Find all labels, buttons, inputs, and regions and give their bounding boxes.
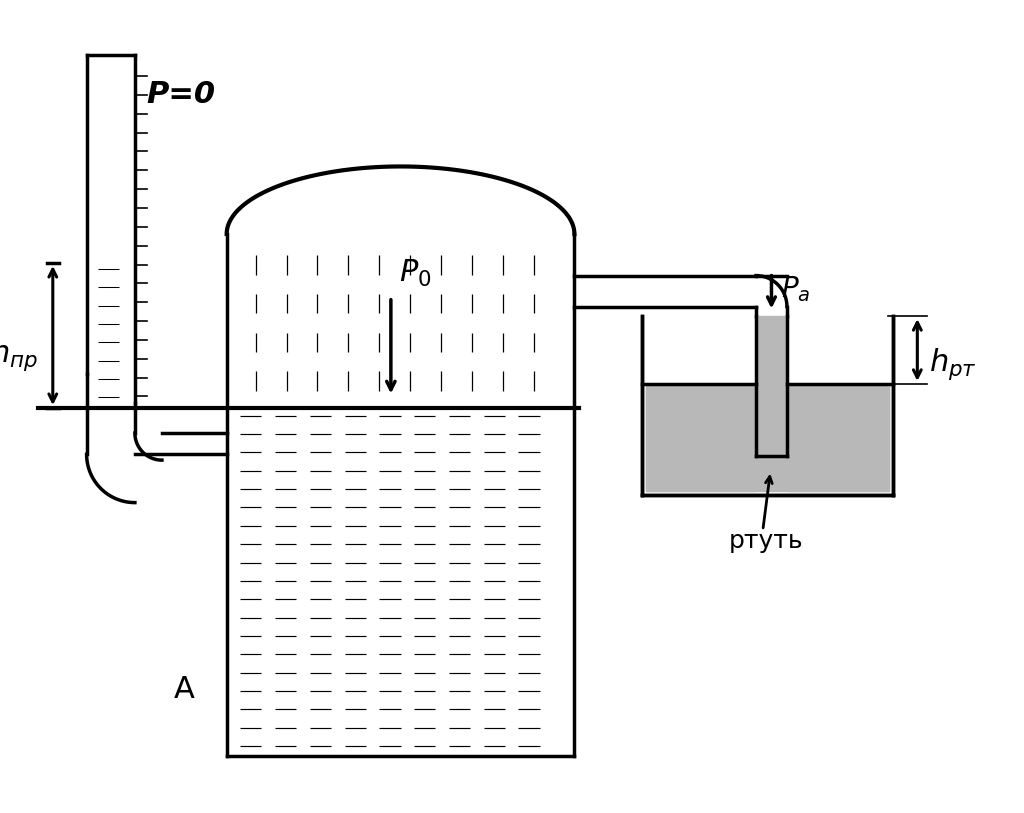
Polygon shape xyxy=(646,384,889,491)
Text: P=0: P=0 xyxy=(146,80,216,108)
Polygon shape xyxy=(756,316,786,384)
Polygon shape xyxy=(646,384,756,491)
Text: A: A xyxy=(173,675,195,704)
Text: $h_{пр}$: $h_{пр}$ xyxy=(0,337,38,373)
Text: $P_0$: $P_0$ xyxy=(398,258,431,289)
Text: ртуть: ртуть xyxy=(729,529,804,553)
Text: $h_{рт}$: $h_{рт}$ xyxy=(929,346,977,382)
Polygon shape xyxy=(786,384,889,491)
Text: $P_a$: $P_a$ xyxy=(781,274,811,304)
